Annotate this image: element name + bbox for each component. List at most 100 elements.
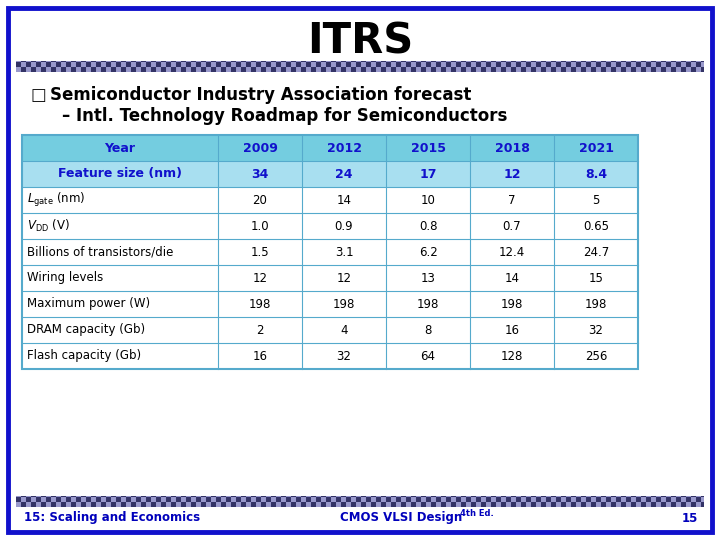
Bar [601, 497, 606, 502]
Bar [436, 502, 441, 507]
Bar [416, 502, 421, 507]
Bar [496, 67, 501, 72]
Bar [246, 61, 251, 62]
Text: 15: 15 [588, 272, 603, 285]
Bar [481, 497, 486, 502]
Bar [371, 497, 376, 502]
Bar [446, 67, 451, 72]
Bar [556, 61, 561, 62]
Bar [546, 67, 551, 72]
Bar [656, 502, 661, 507]
Bar [526, 496, 531, 497]
Bar [236, 67, 241, 72]
Bar [41, 497, 46, 502]
Bar [56, 61, 61, 62]
Bar [406, 61, 411, 62]
Bar [616, 502, 621, 507]
Bar [416, 496, 421, 497]
Bar [441, 497, 446, 502]
Text: 2021: 2021 [578, 141, 613, 154]
Bar [616, 61, 621, 62]
Text: 198: 198 [417, 298, 439, 310]
Bar [391, 62, 396, 67]
Text: $L_{\rm gate}$ (nm): $L_{\rm gate}$ (nm) [27, 191, 85, 209]
Text: 14: 14 [336, 193, 351, 206]
Bar [161, 62, 166, 67]
Bar [136, 67, 141, 72]
Bar [356, 496, 361, 497]
Bar [686, 61, 691, 62]
Bar [361, 62, 366, 67]
Bar [206, 496, 211, 497]
Bar [156, 502, 161, 507]
Bar [586, 67, 591, 72]
Bar [156, 67, 161, 72]
Bar [541, 497, 546, 502]
Bar [536, 67, 541, 72]
Text: 10: 10 [420, 193, 436, 206]
Bar [566, 67, 571, 72]
Bar [461, 62, 466, 67]
Bar [201, 62, 206, 67]
Bar [286, 502, 291, 507]
Bar [441, 62, 446, 67]
Bar [386, 496, 391, 497]
Bar [596, 61, 601, 62]
Text: 12.4: 12.4 [499, 246, 525, 259]
Bar [506, 502, 511, 507]
Bar [541, 62, 546, 67]
Bar [396, 502, 401, 507]
Bar [666, 61, 671, 62]
Bar [636, 502, 641, 507]
Bar [216, 61, 221, 62]
Bar [311, 497, 316, 502]
Bar [456, 502, 461, 507]
Bar [696, 67, 701, 72]
Bar [91, 497, 96, 502]
Bar [116, 496, 121, 497]
Bar [656, 61, 661, 62]
Bar [571, 62, 576, 67]
Text: $V_{\rm DD}$ (V): $V_{\rm DD}$ (V) [27, 218, 70, 234]
Bar [376, 496, 381, 497]
Bar [656, 496, 661, 497]
Bar [366, 67, 371, 72]
Bar [516, 502, 521, 507]
Bar [266, 502, 271, 507]
Bar [386, 502, 391, 507]
Bar [316, 67, 321, 72]
Text: 2018: 2018 [495, 141, 529, 154]
Bar [486, 502, 491, 507]
Bar [596, 502, 601, 507]
Bar [346, 502, 351, 507]
Bar [446, 502, 451, 507]
Bar [386, 61, 391, 62]
Bar [276, 496, 281, 497]
Bar [76, 61, 81, 62]
Bar [346, 61, 351, 62]
Bar [296, 502, 301, 507]
Bar [166, 61, 171, 62]
Bar [401, 62, 406, 67]
Bar [171, 497, 176, 502]
Bar [431, 62, 436, 67]
Bar [231, 497, 236, 502]
Bar [571, 497, 576, 502]
Bar [76, 502, 81, 507]
Bar [606, 502, 611, 507]
Text: 14: 14 [505, 272, 520, 285]
Bar [311, 62, 316, 67]
Bar [336, 502, 341, 507]
Bar [22, 343, 638, 369]
Bar [206, 61, 211, 62]
Bar [511, 62, 516, 67]
Bar [576, 496, 581, 497]
Bar [22, 291, 638, 317]
Bar [196, 496, 201, 497]
Bar [586, 496, 591, 497]
Bar [46, 61, 51, 62]
Bar [31, 497, 36, 502]
Bar [101, 62, 106, 67]
Bar [86, 67, 91, 72]
Bar [166, 67, 171, 72]
